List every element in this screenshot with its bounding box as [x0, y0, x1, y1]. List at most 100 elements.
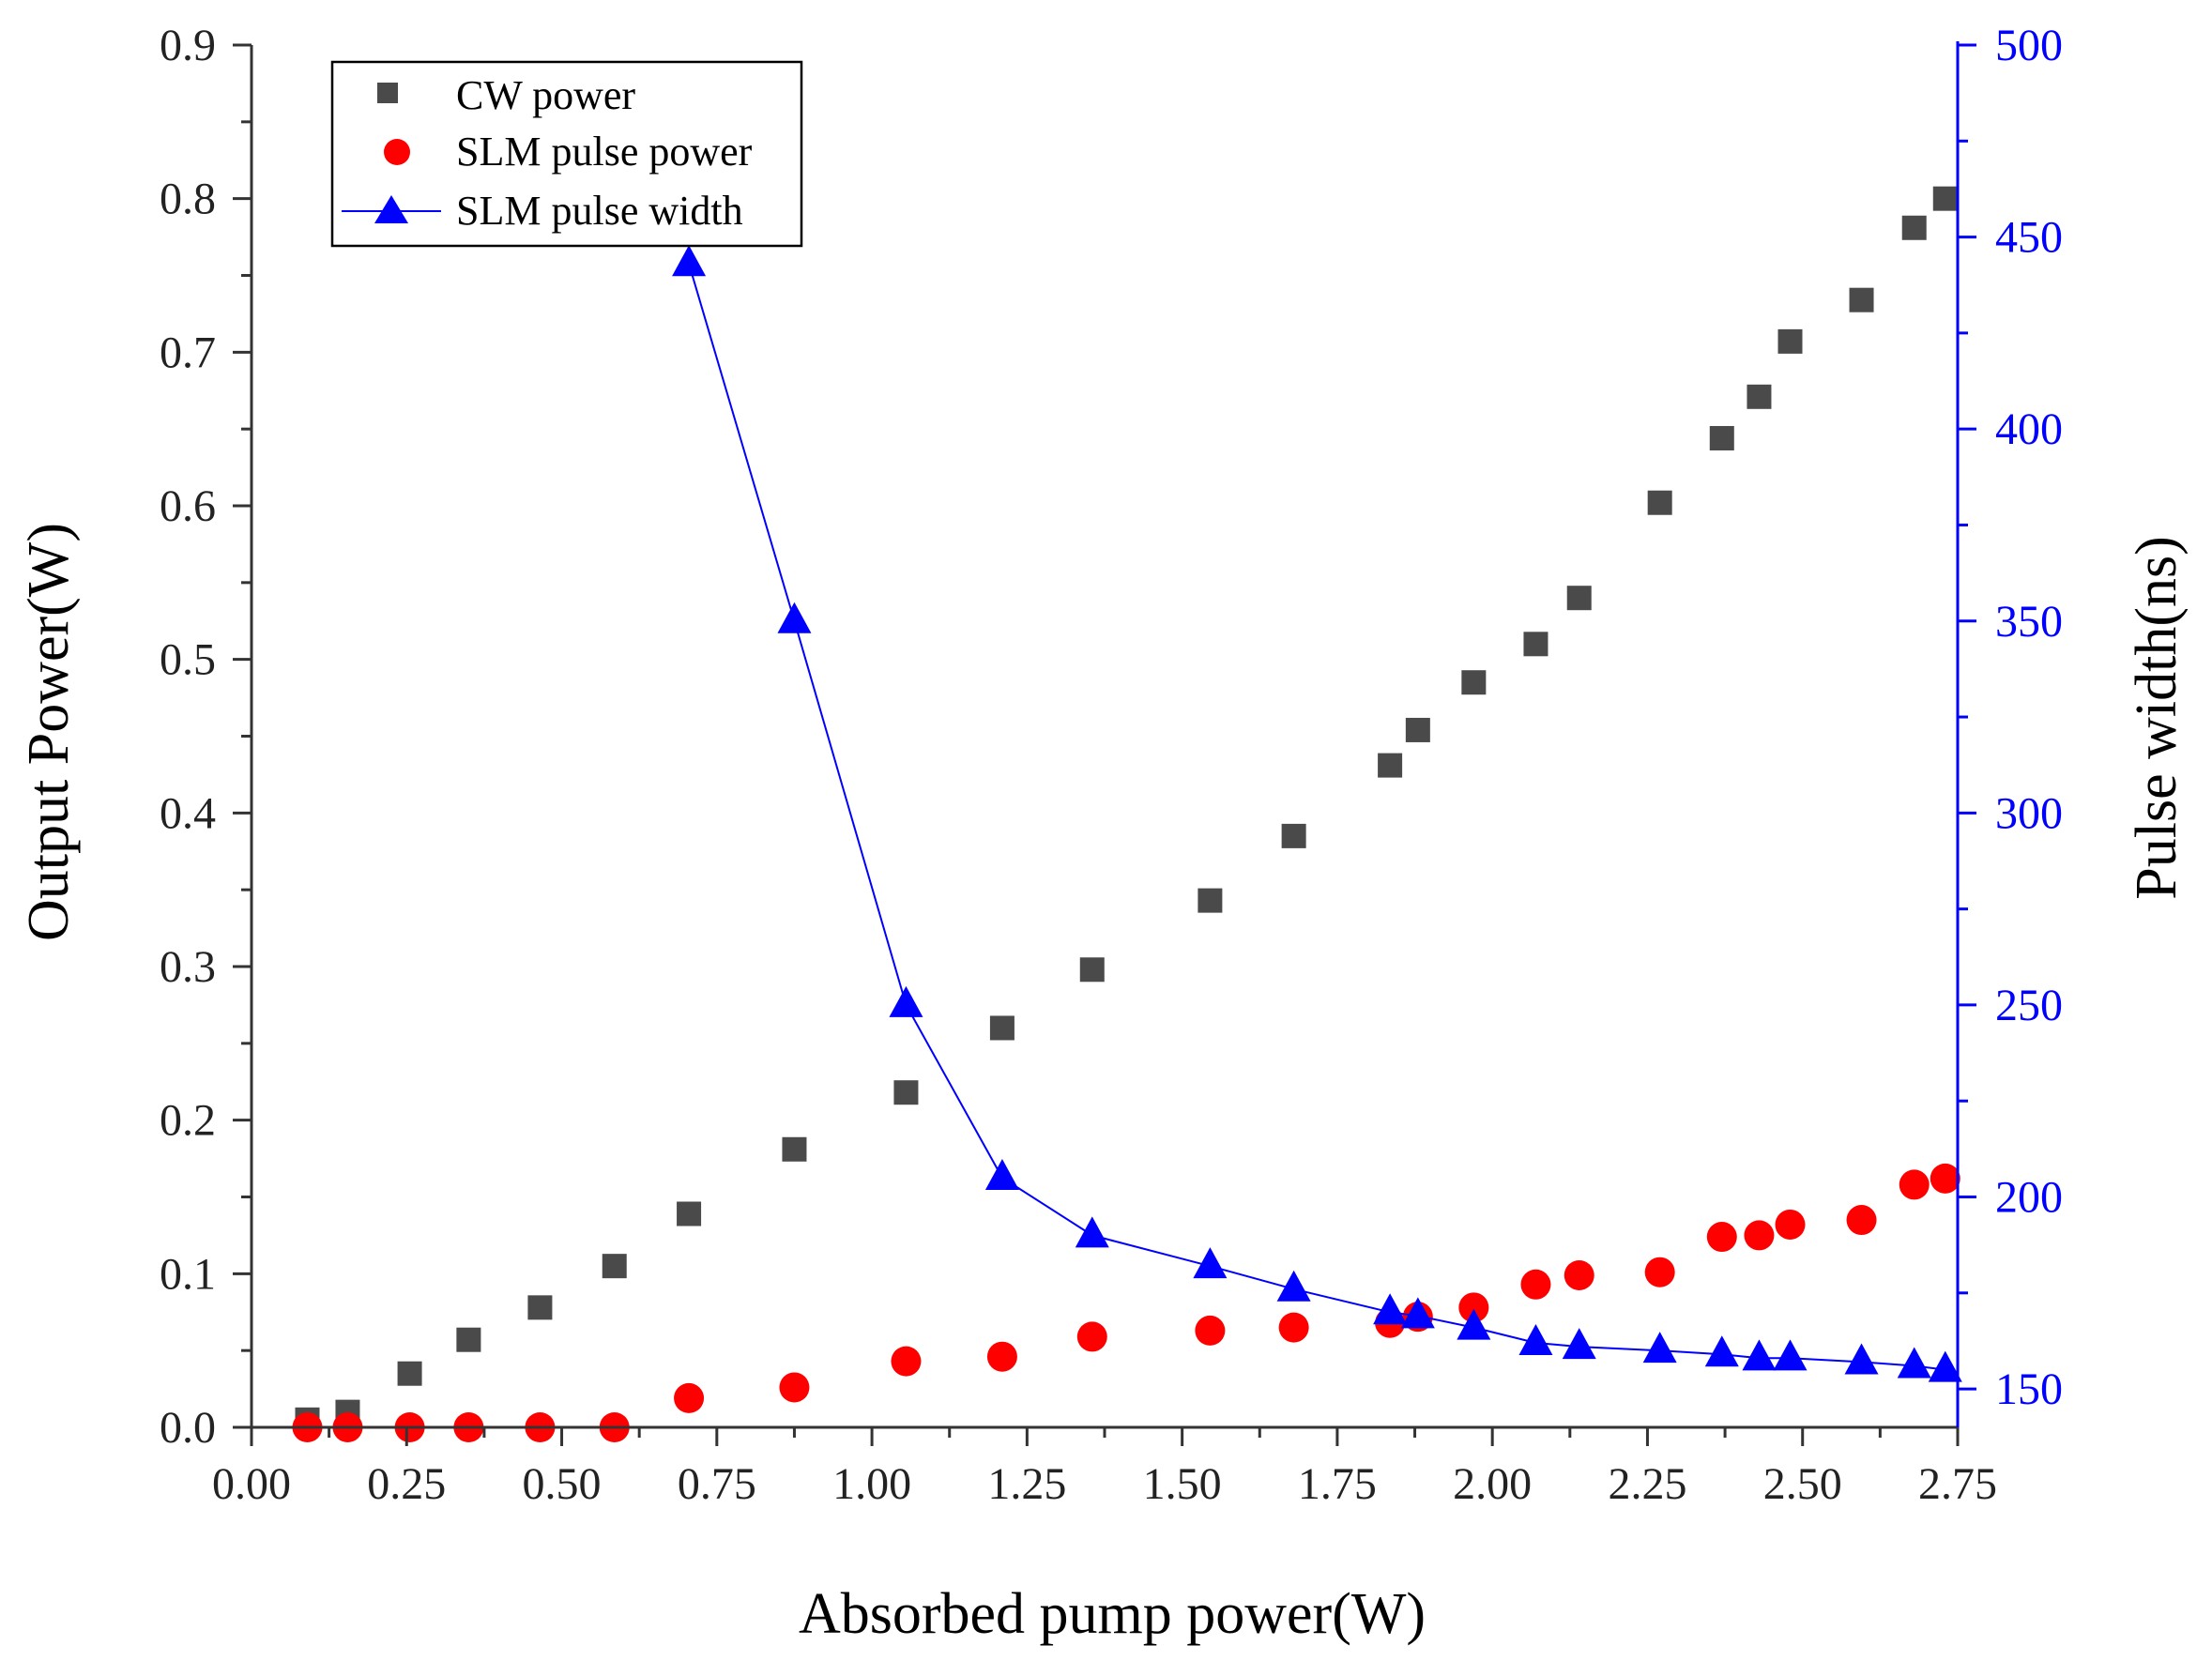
- cw-power-point: [1747, 384, 1772, 409]
- cw-power-point: [1849, 287, 1874, 312]
- slm-pulse-power-point: [674, 1382, 705, 1413]
- slm-pulse-width-point: [1642, 1332, 1677, 1364]
- slm-pulse-power-point: [1644, 1257, 1675, 1287]
- cw-power-point: [602, 1254, 627, 1279]
- x-tick-label: 2.75: [1918, 1459, 1997, 1509]
- axes-layer: 0.00 0.25 0.50 0.75 1.00 1.25 1.50 1.75 2.00 2.25…: [160, 21, 2063, 1509]
- cw-power-point: [1079, 957, 1105, 983]
- x-tick-label: 1.50: [1143, 1459, 1222, 1509]
- slm-pulse-power-point: [1899, 1169, 1930, 1200]
- slm-pulse-width-point: [889, 985, 923, 1017]
- right-tick-label: 350: [1995, 597, 2063, 647]
- y-tick-label: 0.8: [160, 175, 216, 224]
- legend-cw-power-label: CW power: [456, 72, 635, 118]
- slm-pulse-width-point: [777, 602, 812, 633]
- cw-power-point: [397, 1361, 422, 1386]
- slm-pulse-width-point: [1400, 1297, 1435, 1329]
- x-tick-label: 2.50: [1763, 1459, 1842, 1509]
- slm-pulse-width-point: [1518, 1323, 1553, 1355]
- slm-pulse-width-point: [1704, 1335, 1739, 1367]
- legend-box: [330, 60, 803, 248]
- cw-power-point: [527, 1295, 553, 1320]
- slm-pulse-width-point: [1773, 1339, 1808, 1371]
- y-tick-label: 0.9: [160, 21, 216, 70]
- slm-pulse-power-point: [1195, 1315, 1226, 1346]
- right-tick-label: 150: [1995, 1364, 2063, 1414]
- cw-power-point: [893, 1080, 919, 1105]
- slm-pulse-power-point: [986, 1341, 1017, 1372]
- y-axis-title: Output Power(W): [17, 523, 81, 941]
- right-axis-title: Pulse width(ns): [2125, 536, 2189, 900]
- cw-power-point: [1198, 888, 1223, 913]
- slm-pulse-width-point: [1276, 1270, 1311, 1302]
- slm-pulse-width-point: [1373, 1293, 1408, 1325]
- slm-pulse-width-point: [1075, 1216, 1109, 1248]
- right-tick-label: 300: [1995, 788, 2063, 838]
- slm-pulse-power-point: [891, 1346, 922, 1377]
- cw-power-point: [1709, 425, 1734, 450]
- slm-pulse-width-point: [1457, 1308, 1491, 1340]
- legend-slm-pulse-width-marker: [374, 195, 408, 223]
- x-tick-label: 1.25: [987, 1459, 1066, 1509]
- slm-pulse-power-point: [1076, 1321, 1107, 1352]
- slm-pulse-width-point: [672, 245, 707, 277]
- cw-power-point: [782, 1136, 807, 1162]
- right-tick-label: 250: [1995, 981, 2063, 1030]
- right-tick-label: 500: [1995, 21, 2063, 70]
- x-tick-label: 2.25: [1608, 1459, 1686, 1509]
- y-tick-label: 0.2: [160, 1096, 216, 1146]
- slm-pulse-width-point: [1897, 1347, 1931, 1379]
- slm-pulse-power-point: [1930, 1163, 1960, 1194]
- cw-power-point: [1901, 215, 1927, 240]
- x-tick-label: 1.00: [832, 1459, 911, 1509]
- x-axis-title: Absorbed pump power(W): [799, 1582, 1426, 1646]
- slm-pulse-width-point: [1844, 1343, 1879, 1375]
- x-tick-label: 0.50: [523, 1459, 602, 1509]
- x-tick-label: 1.75: [1298, 1459, 1377, 1509]
- y-tick-label: 0.0: [160, 1403, 216, 1453]
- slm-pulse-power-point: [1278, 1312, 1309, 1343]
- slm-pulse-width-point: [1193, 1247, 1228, 1279]
- slm-pulse-power-point: [1744, 1220, 1775, 1251]
- slm-pulse-width-point: [984, 1159, 1019, 1191]
- slm-pulse-power-point: [1706, 1222, 1737, 1253]
- cw-power-point: [456, 1327, 481, 1352]
- legend: CW power SLM pulse power SLM pulse width: [330, 60, 803, 248]
- cw-power-point: [1461, 670, 1487, 695]
- x-tick-label: 0.00: [212, 1459, 291, 1509]
- x-tick-label: 0.25: [367, 1459, 446, 1509]
- slm-pulse-width-point: [1928, 1350, 1962, 1382]
- cw-power-point: [1566, 586, 1592, 611]
- slm-pulse-power-point: [1520, 1269, 1551, 1300]
- slm-pulse-power-point: [1775, 1209, 1806, 1240]
- legend-slm-pulse-width-label: SLM pulse width: [456, 188, 743, 234]
- y-tick-label: 0.6: [160, 481, 216, 531]
- cw-power-point: [1281, 823, 1306, 848]
- y-tick-label: 0.4: [160, 788, 216, 838]
- slm-pulse-power-point: [779, 1372, 810, 1403]
- cw-power-point: [989, 1015, 1014, 1041]
- y-tick-label: 0.7: [160, 328, 216, 377]
- x-tick-label: 0.75: [678, 1459, 756, 1509]
- legend-slm-pulse-power-label: SLM pulse power: [456, 129, 753, 175]
- legend-slm-pulse-power-marker: [384, 139, 410, 165]
- right-tick-label: 450: [1995, 213, 2063, 263]
- y-tick-label: 0.5: [160, 635, 216, 685]
- y-tick-label: 0.3: [160, 942, 216, 992]
- slm-pulse-power-point: [1846, 1205, 1877, 1236]
- slm-pulse-power-point: [1564, 1259, 1594, 1290]
- cw-power-point: [677, 1201, 702, 1227]
- cw-power-point: [1405, 717, 1430, 742]
- y-tick-label: 0.1: [160, 1249, 216, 1299]
- x-tick-label: 2.00: [1453, 1459, 1532, 1509]
- cw-power-point: [1378, 753, 1403, 778]
- cw-power-point: [1777, 328, 1803, 354]
- cw-power-point: [1647, 490, 1672, 515]
- slm-pulse-power-point: [1458, 1292, 1489, 1323]
- legend-cw-power-marker: [377, 83, 398, 103]
- slm-pulse-width-point: [1562, 1328, 1596, 1360]
- right-tick-label: 200: [1995, 1173, 2063, 1223]
- right-tick-label: 400: [1995, 404, 2063, 454]
- cw-power-point: [1932, 186, 1958, 211]
